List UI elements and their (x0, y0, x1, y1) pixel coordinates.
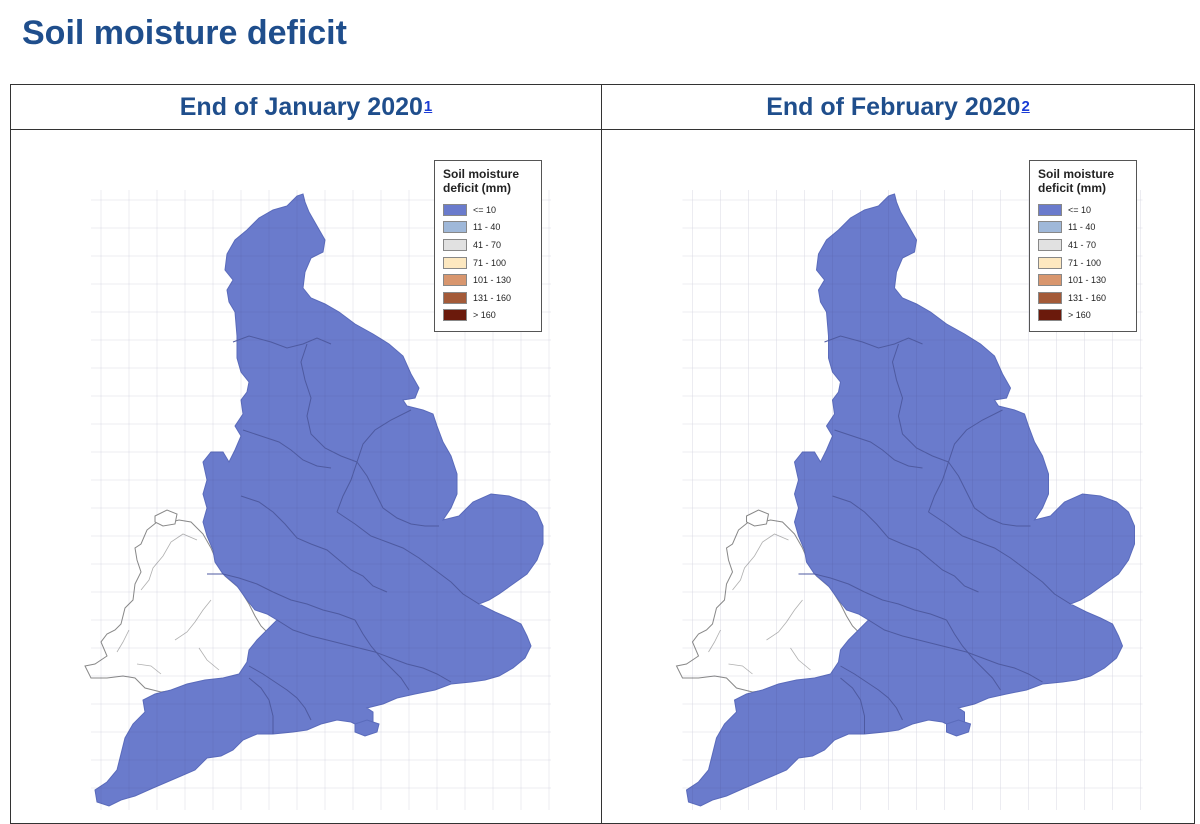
legend-swatch (443, 221, 467, 234)
legend-item: 11 - 40 (1038, 219, 1128, 237)
england-region (94, 193, 544, 807)
region-boundary (824, 335, 923, 349)
legend-label: 41 - 70 (473, 239, 502, 250)
legend-item: 11 - 40 (443, 219, 533, 237)
legend-swatch (1038, 203, 1062, 216)
legend-february: Soil moisture deficit (mm) <= 10 11 - 40 4… (1029, 160, 1137, 332)
legend-swatch (1038, 309, 1062, 322)
region-boundary (240, 495, 388, 593)
england-wales-map-january (84, 190, 551, 810)
region-boundary (928, 409, 1003, 513)
legend-item: > 160 (443, 307, 533, 325)
panel-header-january: End of January 2020 1 (11, 85, 601, 130)
legend-item: 41 - 70 (1038, 236, 1128, 254)
region-boundary (948, 461, 1031, 527)
legend-title: Soil moisture deficit (mm) (1038, 167, 1115, 195)
legend-item: 131 - 160 (1038, 289, 1128, 307)
legend-item: 71 - 100 (1038, 254, 1128, 272)
wales-inner-boundaries (708, 533, 811, 675)
legend-label: 131 - 160 (1068, 292, 1107, 303)
region-boundary (832, 495, 979, 593)
anglesey-outline (746, 509, 770, 527)
region-boundary (354, 619, 410, 691)
panel-title-january: End of January 2020 (179, 92, 423, 121)
region-boundary (300, 343, 358, 463)
legend-label: 101 - 130 (473, 275, 512, 286)
legend-item: <= 10 (443, 201, 533, 219)
legend-swatch (443, 274, 467, 287)
isle-of-wight (354, 719, 380, 737)
wales-outline (675, 519, 864, 693)
region-boundary (207, 573, 356, 621)
panel-february: End of February 2020 2 Soil moisture defi… (602, 85, 1194, 823)
legend-label: 71 - 100 (473, 257, 507, 268)
legend-swatch (443, 309, 467, 322)
legend-swatch (1038, 274, 1062, 287)
legend-label: 11 - 40 (473, 222, 501, 233)
map-february: Soil moisture deficit (mm) <= 10 11 - 40 4… (602, 130, 1194, 810)
maps-table: End of January 2020 1 Soil moisture defic… (10, 84, 1195, 824)
panel-header-february: End of February 2020 2 (602, 85, 1194, 130)
legend-label: <= 10 (1068, 204, 1092, 215)
region-boundary (248, 665, 312, 721)
anglesey-outline (154, 509, 178, 527)
region-boundary (834, 429, 923, 469)
region-boundary (798, 573, 947, 621)
legend-label: 131 - 160 (473, 292, 512, 303)
legend-item: > 160 (1038, 307, 1128, 325)
region-boundary (891, 343, 949, 463)
legend-label: 11 - 40 (1068, 222, 1096, 233)
legend-item: <= 10 (1038, 201, 1128, 219)
legend-item: 41 - 70 (443, 236, 533, 254)
region-boundary (276, 619, 452, 683)
isle-of-wight (946, 719, 972, 737)
page-title: Soil moisture deficit (22, 14, 347, 52)
legend-swatch (443, 291, 467, 304)
legend-swatch (1038, 256, 1062, 269)
legend-label: > 160 (1068, 310, 1091, 321)
region-boundary (946, 619, 1001, 691)
region-boundary (242, 429, 332, 469)
legend-title: Soil moisture deficit (mm) (443, 167, 520, 195)
wales-inner-boundaries (116, 533, 220, 675)
wales-outline (84, 519, 272, 693)
legend-label: 101 - 130 (1068, 275, 1107, 286)
legend-item: 101 - 130 (443, 271, 533, 289)
legend-swatch (1038, 291, 1062, 304)
region-boundary (840, 665, 903, 721)
legend-rows: <= 10 11 - 40 41 - 70 71 - 100 101 - 130 131 … (1038, 201, 1128, 324)
legend-item: 131 - 160 (443, 289, 533, 307)
legend-swatch (1038, 238, 1062, 251)
region-boundary (840, 677, 865, 734)
region-boundary (928, 511, 1071, 605)
region-boundary (248, 677, 274, 734)
region-boundary (336, 409, 412, 513)
legend-january: Soil moisture deficit (mm) <= 10 11 - 40 4… (434, 160, 542, 332)
panel-january: End of January 2020 1 Soil moisture defic… (11, 85, 602, 823)
legend-label: <= 10 (473, 204, 497, 215)
region-boundary (356, 461, 439, 527)
legend-swatch (443, 238, 467, 251)
legend-item: 71 - 100 (443, 254, 533, 272)
legend-label: > 160 (473, 310, 496, 321)
map-january: Soil moisture deficit (mm) <= 10 11 - 40 4… (11, 130, 601, 810)
legend-swatch (443, 203, 467, 216)
region-boundary (336, 511, 480, 605)
legend-item: 101 - 130 (1038, 271, 1128, 289)
legend-label: 41 - 70 (1068, 239, 1097, 250)
legend-swatch (443, 256, 467, 269)
region-boundary (868, 619, 1043, 683)
panel-title-february: End of February 2020 (766, 92, 1021, 121)
england-wales-map-february (675, 190, 1143, 810)
legend-label: 71 - 100 (1068, 257, 1102, 268)
legend-rows: <= 10 11 - 40 41 - 70 71 - 100 101 - 130 131 … (443, 201, 533, 324)
region-boundary (232, 335, 332, 349)
legend-swatch (1038, 221, 1062, 234)
england-region (685, 193, 1135, 807)
